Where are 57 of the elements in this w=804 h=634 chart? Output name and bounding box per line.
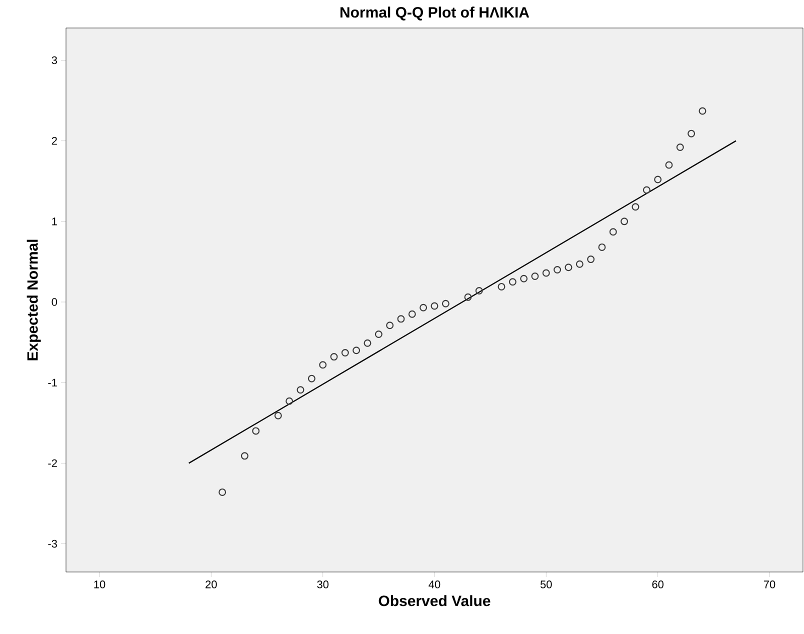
point xyxy=(688,130,696,138)
point xyxy=(352,346,360,354)
point xyxy=(620,218,628,226)
point xyxy=(286,397,294,405)
y-tick-label: 1 xyxy=(52,218,57,226)
point xyxy=(308,374,316,382)
point xyxy=(374,330,382,338)
x-tick-label: 40 xyxy=(428,580,440,588)
point xyxy=(420,304,428,312)
x-tick-label: 30 xyxy=(317,580,329,588)
point xyxy=(475,286,483,294)
y-tick-label: 0 xyxy=(52,298,58,306)
point xyxy=(564,264,572,272)
x-tick-label: 10 xyxy=(94,580,106,588)
point xyxy=(442,300,450,308)
point xyxy=(274,412,282,420)
point xyxy=(598,243,606,251)
point xyxy=(576,260,584,268)
point xyxy=(240,452,248,460)
point xyxy=(520,274,528,282)
point xyxy=(330,353,338,361)
point xyxy=(218,488,226,496)
y-tick-label: -1 xyxy=(48,378,57,386)
x-tick-label: 50 xyxy=(540,580,552,588)
y-tick-label: -3 xyxy=(48,540,57,548)
x-tick-label: 70 xyxy=(764,580,776,588)
point xyxy=(397,315,405,323)
point xyxy=(632,203,640,211)
chart-title: Normal Q-Q Plot of ΗΛΙΚΙΑ xyxy=(340,6,530,20)
point xyxy=(508,278,516,286)
x-axis-title: Observed Value xyxy=(378,595,490,606)
point xyxy=(587,256,595,264)
point xyxy=(430,302,438,310)
point xyxy=(464,293,472,301)
point xyxy=(676,144,684,152)
y-tick-label: 2 xyxy=(52,136,57,145)
x-tick-label: 20 xyxy=(206,580,217,588)
point xyxy=(531,272,539,280)
point xyxy=(609,228,617,236)
point xyxy=(642,186,650,194)
point xyxy=(252,427,260,435)
point xyxy=(319,361,327,369)
point xyxy=(665,161,673,169)
y-tick-label: 3 xyxy=(52,56,57,64)
point xyxy=(296,386,304,394)
point xyxy=(542,269,550,277)
point xyxy=(698,107,706,115)
y-axis-title: Expected Normal xyxy=(26,240,41,360)
point xyxy=(341,349,349,357)
y-tick-label: -2 xyxy=(48,459,57,468)
point xyxy=(654,176,662,184)
point xyxy=(364,339,372,347)
point xyxy=(408,310,416,318)
point xyxy=(554,266,562,274)
point xyxy=(498,282,506,290)
x-tick-label: 60 xyxy=(652,580,664,588)
point xyxy=(386,322,394,330)
